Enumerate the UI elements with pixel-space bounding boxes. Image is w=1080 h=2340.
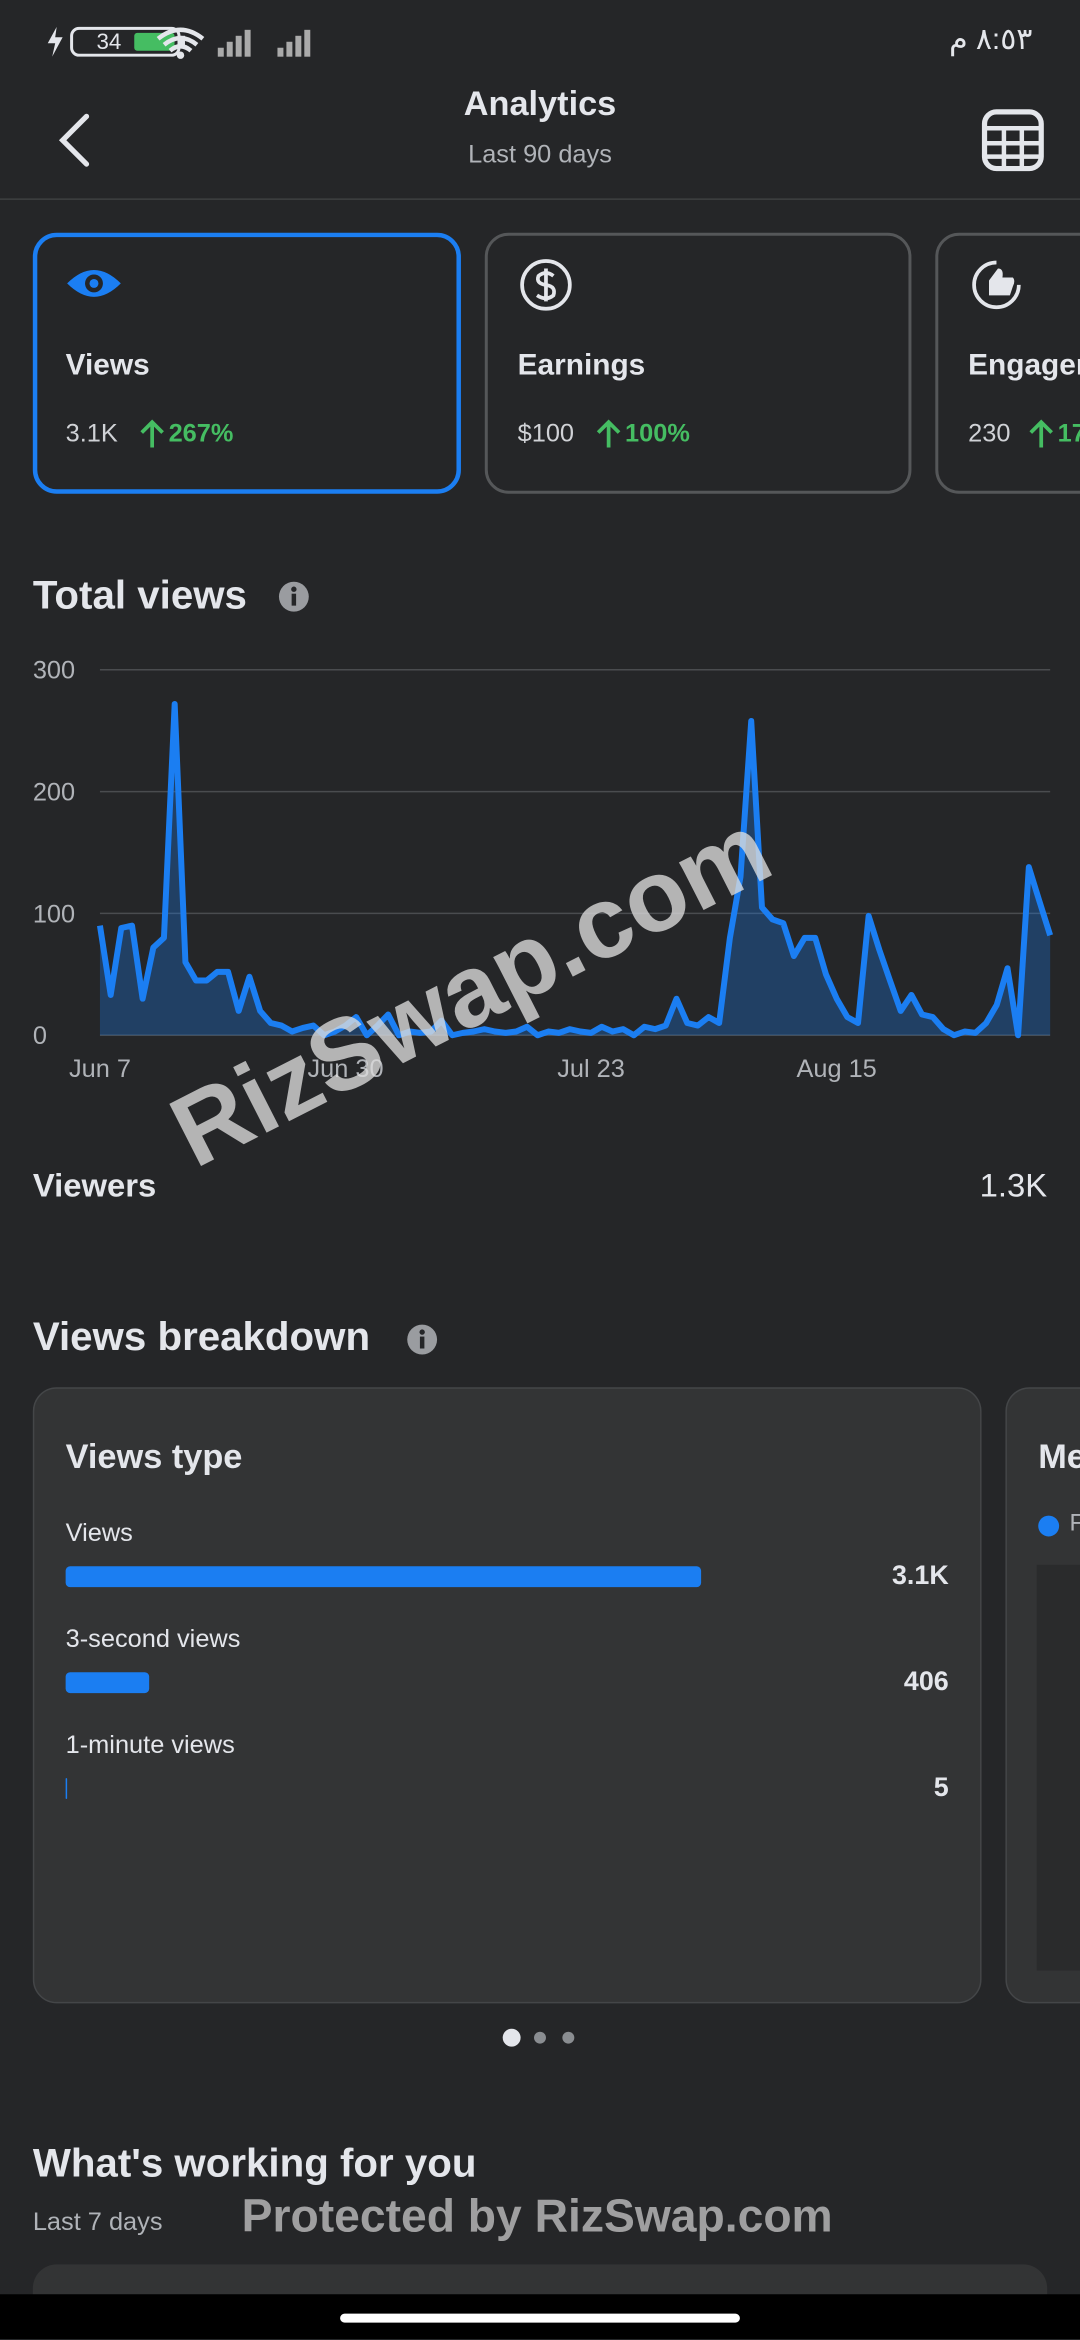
header-title: Analytics [463,83,617,123]
info-icon[interactable] [406,1323,439,1356]
viewers-value: 1.3K [979,1166,1048,1204]
calendar-button[interactable] [980,107,1046,173]
card-title: Views type [65,1436,243,1476]
metric-card[interactable]: Earnings $100 100% [484,232,912,494]
metric-value: $100 [517,419,575,448]
x-tick-label: Jul 23 [557,1055,625,1083]
section-title: Total views [32,572,247,618]
bar-value: 5 [933,1772,949,1802]
legend-label: F [1070,1511,1080,1538]
metric-label: Views [65,349,150,382]
eye-icon [67,269,121,297]
metric-value: 230 [968,419,1011,448]
battery-level: 34 [96,29,121,54]
y-tick-label: 200 [33,779,75,807]
metric-change: 267% [168,419,234,448]
x-tick-label: Jun 7 [69,1055,131,1083]
metric-change: 100% [625,419,690,448]
watermark-footer: Protected by RizSwap.com [241,2189,833,2243]
bar [65,1672,149,1694]
line-chart: 0 100 200 300 Jun 7 Jun 30 Jul 23 Aug 15 [33,657,1054,1083]
chart-area [1036,1564,1080,1971]
bar-value: 406 [903,1666,949,1697]
metric-change: 17 [1057,419,1080,448]
breakdown-card[interactable]: Me F 40 20 0 [1005,1387,1080,2004]
home-indicator[interactable] [340,2313,740,2323]
y-tick-label: 300 [33,657,75,685]
engagement-icon [972,260,1021,310]
bar [65,1778,68,1800]
bar-label: Views [65,1518,133,1547]
bar [65,1566,702,1588]
x-tick-label: Aug 15 [796,1055,876,1083]
metric-card[interactable]: Engagement 230 17 [935,232,1080,494]
metric-value: 3.1K [65,419,118,448]
dollar-icon [520,259,572,311]
header-subtitle[interactable]: Last 90 days [468,140,612,169]
pagination[interactable] [498,2026,582,2050]
clock: ٨:٥٣ م [949,23,1033,57]
breakdown-card: Views type Views 3.1K 3-second views 406 1-m… [32,1387,982,2004]
metric-card[interactable]: Views 3.1K 267% [32,232,461,494]
bar-value: 3.1K [891,1560,949,1591]
y-tick-label: 0 [33,1022,47,1050]
x-tick-label: Jun 30 [307,1055,383,1083]
section-subtitle: Last 7 days [32,2207,163,2237]
back-button[interactable] [54,110,99,170]
viewers-label: Viewers [32,1166,157,1204]
line [96,700,1054,1039]
card-title: Me [1038,1436,1080,1476]
divider [0,198,1080,200]
bar-label: 3-second views [65,1624,241,1653]
status-icons: 34 [47,26,311,59]
metric-label: Earnings [517,349,646,382]
section-title: Views breakdown [32,1314,371,1359]
section-title: What's working for you [32,2140,477,2186]
info-icon[interactable] [277,580,310,613]
metric-label: Engagement [968,349,1080,382]
line-area [99,703,1051,1036]
y-tick-label: 100 [33,900,75,928]
bar-label: 1-minute views [65,1730,235,1759]
